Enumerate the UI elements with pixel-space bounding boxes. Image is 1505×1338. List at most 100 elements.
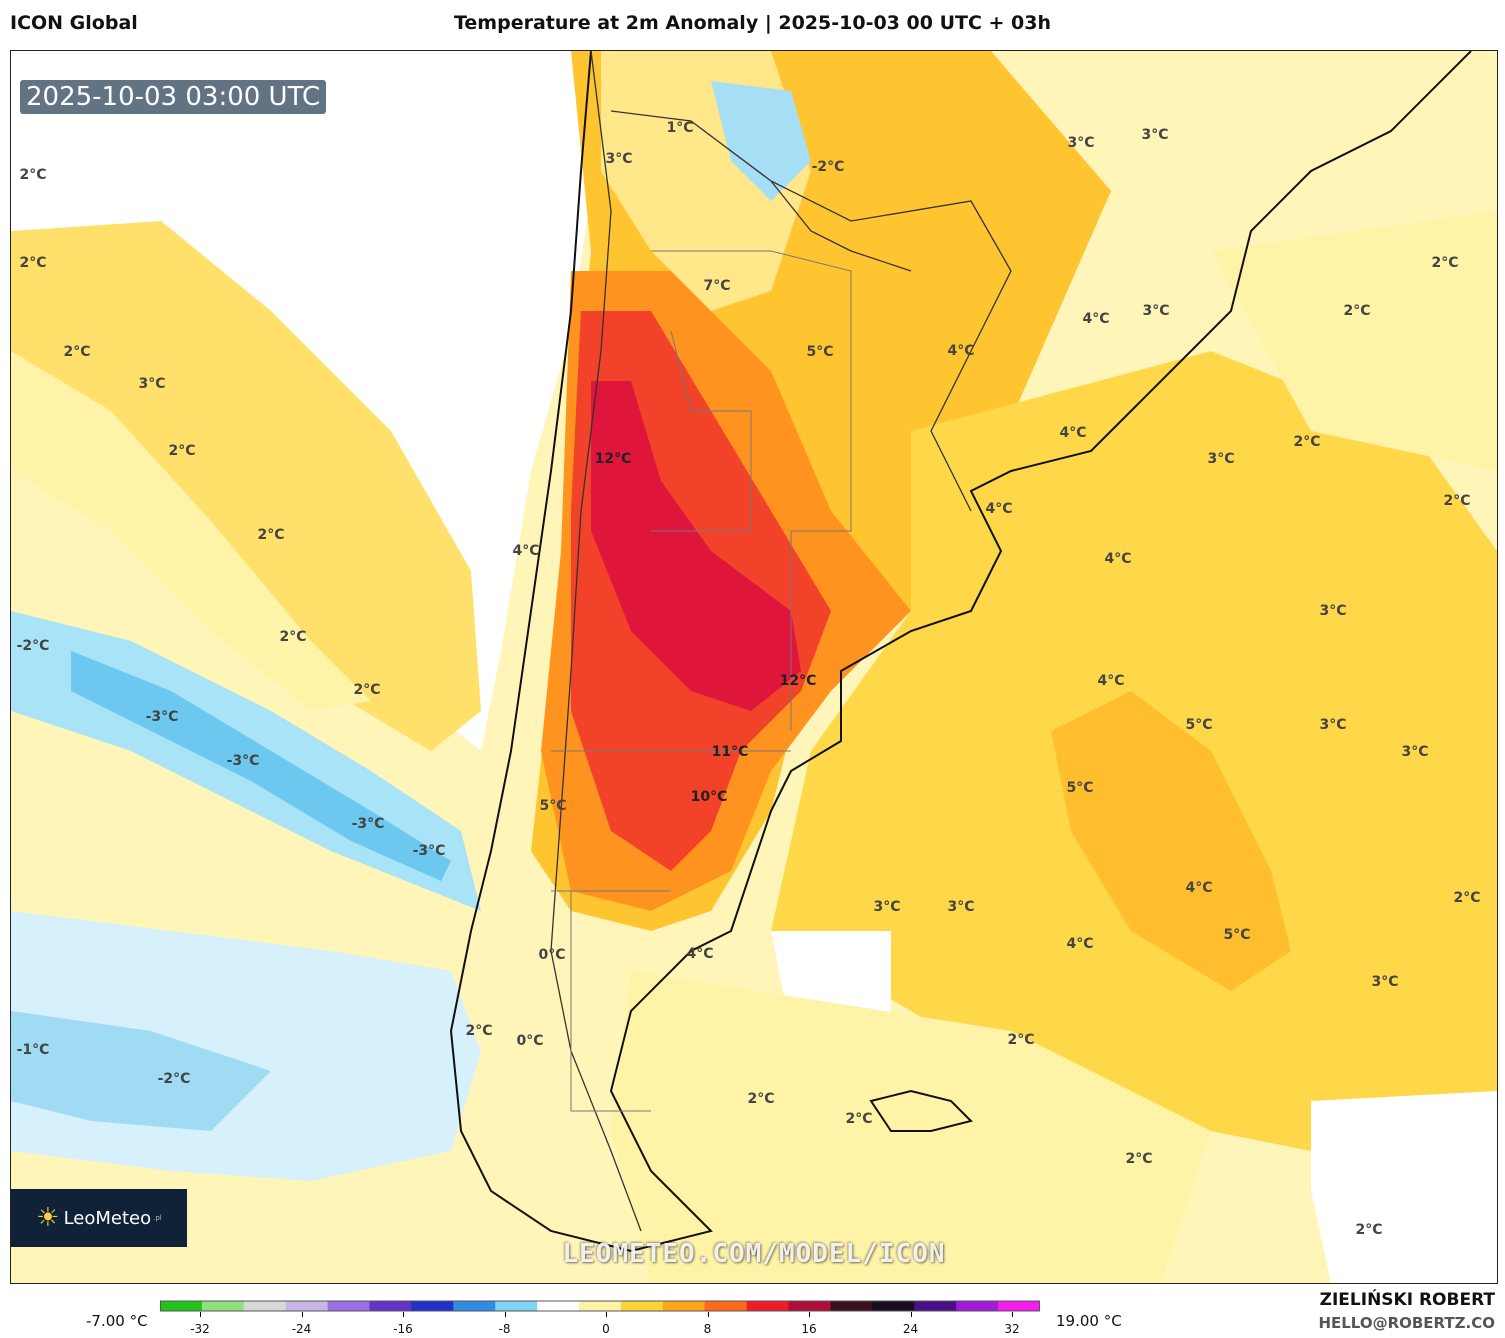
colorbar-cell — [620, 1301, 664, 1311]
contour-label: 2°C — [1293, 434, 1321, 450]
contour-label: 10°C — [690, 789, 728, 805]
cold-core-southwest — [71, 651, 451, 881]
chart-title: Temperature at 2m Anomaly | 2025-10-03 0… — [453, 12, 1052, 34]
contour-label: -2°C — [157, 1071, 191, 1087]
contour-label: -1°C — [16, 1042, 50, 1058]
colorbar-tick-label: -24 — [291, 1322, 312, 1336]
contour-label: 4°C — [1082, 311, 1110, 327]
contour-label: 3°C — [1401, 744, 1429, 760]
province-borders — [551, 250, 852, 1112]
model-name: ICON Global — [10, 12, 138, 34]
contour-label: 4°C — [1185, 880, 1213, 896]
cold-zone-far-south — [11, 1011, 271, 1131]
contour-label: 4°C — [985, 501, 1013, 517]
contour-label: 2°C — [19, 255, 47, 271]
contour-label: 2°C — [747, 1091, 775, 1107]
contour-label: -3°C — [412, 843, 446, 859]
contour-label: 3°C — [1371, 974, 1399, 990]
contour-label: 2°C — [845, 1111, 873, 1127]
watermark: LEOMETEO.COM/MODEL/ICON — [562, 1239, 946, 1269]
colorbar-tick-mark — [200, 1312, 201, 1317]
contour-label: 3°C — [1319, 603, 1347, 619]
anomaly-map[interactable]: 2025-10-03 03:00 UTC 2°C 2°C 2°C 3°C 2°C… — [10, 50, 1498, 1284]
contour-label: 2°C — [168, 443, 196, 459]
sun-icon: ☀ — [36, 1203, 60, 1233]
contour-label: 1°C — [666, 120, 694, 136]
colorbar-tick-label: 0 — [602, 1322, 610, 1336]
contour-label: 3°C — [605, 151, 633, 167]
contour-label: 5°C — [539, 798, 567, 814]
contour-label: -3°C — [145, 709, 179, 725]
colorbar-cell — [495, 1301, 538, 1311]
colorbar-cell — [201, 1301, 245, 1311]
contour-label: 12°C — [594, 451, 632, 467]
contour-label: 3°C — [138, 376, 166, 392]
colorbar-cell — [369, 1301, 412, 1311]
contour-label: 4°C — [1097, 673, 1125, 689]
colorbar-tick-label: 8 — [703, 1322, 712, 1336]
contour-label: 5°C — [1223, 927, 1251, 943]
blue-speckle-north — [711, 81, 811, 201]
colorbar-tick-mark — [809, 1312, 810, 1317]
colorbar-cell — [453, 1301, 496, 1311]
neutral-zone-southeast — [1311, 1091, 1497, 1283]
contour-label: 4°C — [1066, 936, 1094, 952]
contour-label: 2°C — [19, 167, 47, 183]
contour-label: 3°C — [1067, 135, 1095, 151]
contour-label: 11°C — [711, 744, 749, 760]
contour-label: 2°C — [465, 1023, 493, 1039]
colorbar-tick-label: 32 — [1004, 1322, 1020, 1336]
coastline-south-america — [449, 51, 1472, 1253]
contour-label: 5°C — [1185, 717, 1213, 733]
logo-suffix: .pl — [153, 1214, 162, 1222]
contour-label: 2°C — [1355, 1222, 1383, 1238]
colorbar-cell — [872, 1301, 915, 1311]
hot-core — [591, 381, 801, 711]
contour-label: 5°C — [1066, 780, 1094, 796]
contour-label: -3°C — [226, 753, 260, 769]
colorbar-tick-label: 16 — [801, 1322, 817, 1336]
contour-label: 2°C — [257, 527, 285, 543]
contour-label: 2°C — [353, 682, 381, 698]
colorbar-cell — [956, 1301, 999, 1311]
warm-band-west — [11, 221, 481, 751]
colorbar-tick-mark — [910, 1312, 912, 1317]
contour-label: 2°C — [1125, 1151, 1153, 1167]
author-email[interactable]: HELLO@ROBERTZ.CO — [1318, 1314, 1495, 1332]
contour-label: 2°C — [1453, 890, 1481, 906]
colorbar-cell — [243, 1301, 287, 1311]
contour-label: 3°C — [1319, 717, 1347, 733]
colorbar-cell — [411, 1301, 454, 1311]
contour-label: 4°C — [1059, 425, 1087, 441]
pale-zone-atlantic-east — [1211, 211, 1497, 471]
colorbar-tick-label: 24 — [902, 1322, 919, 1336]
colorbar-cell — [327, 1301, 371, 1311]
colorbar-cell — [579, 1301, 622, 1311]
contour-label: -3°C — [351, 816, 385, 832]
colorbar-tick-label: -8 — [498, 1322, 511, 1336]
contour-label: 4°C — [947, 343, 975, 359]
colorbar-cell — [537, 1301, 580, 1311]
colorbar-cell — [830, 1301, 873, 1311]
colorbar-tick-mark — [1012, 1312, 1013, 1317]
valid-time-badge: 2025-10-03 03:00 UTC — [20, 80, 327, 114]
colorbar-tick-mark — [504, 1312, 506, 1317]
contour-label: 3°C — [947, 899, 975, 915]
contour-label: 3°C — [1207, 451, 1235, 467]
colorbar-cell — [704, 1301, 748, 1311]
contour-label: 2°C — [1443, 493, 1471, 509]
contour-label: 3°C — [1141, 127, 1169, 143]
colorbar-tick-mark — [707, 1312, 709, 1317]
colorbar-tick-label: -16 — [393, 1322, 413, 1336]
country-borders — [550, 51, 1012, 1232]
leometeo-logo[interactable]: ☀ LeoMeteo .pl — [11, 1189, 187, 1247]
contour-label: 4°C — [686, 946, 714, 962]
contour-label: 2°C — [279, 629, 307, 645]
contour-label: 7°C — [703, 278, 731, 294]
legend-min-label: -7.00 °C — [86, 1312, 148, 1330]
falkland-islands — [869, 1089, 973, 1132]
colorbar-tick-mark — [403, 1312, 404, 1317]
contour-label: 12°C — [779, 673, 817, 689]
contour-label: 0°C — [516, 1033, 544, 1049]
contour-label: 2°C — [1343, 303, 1371, 319]
